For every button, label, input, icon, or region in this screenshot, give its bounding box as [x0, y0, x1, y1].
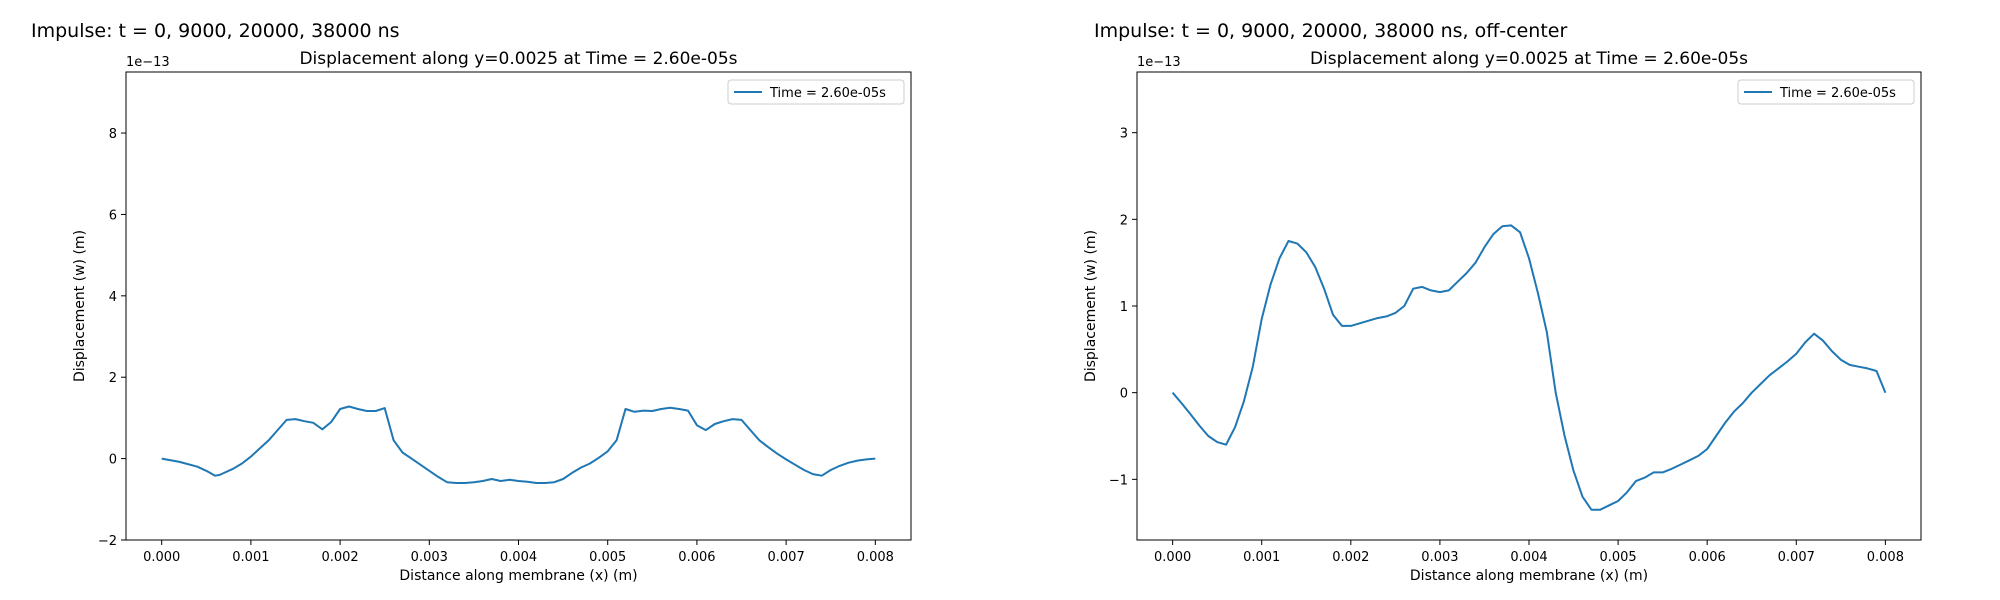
legend: Time = 2.60e-05s	[727, 79, 905, 105]
x-tick-label: 0.004	[1510, 550, 1547, 565]
chart-title: Displacement along y=0.0025 at Time = 2.…	[1310, 49, 1748, 69]
panel-header-right: Impulse: t = 0, 9000, 20000, 38000 ns, o…	[1094, 20, 1568, 42]
x-tick-label: 0.001	[232, 550, 269, 565]
y-axis-label: Displacement (w) (m)	[1083, 230, 1099, 382]
legend-label: Time = 2.60e-05s	[769, 86, 886, 101]
series-line	[1171, 224, 1887, 511]
x-tick-label: 0.007	[1778, 550, 1815, 565]
y-tick-label: 3	[1120, 127, 1128, 142]
chart-left: Displacement along y=0.0025 at Time = 2.…	[72, 49, 912, 584]
x-tick-label: 0.005	[589, 550, 626, 565]
x-tick-label: 0.006	[1689, 550, 1726, 565]
x-tick-label: 0.008	[857, 550, 894, 565]
x-tick-label: 0.003	[411, 550, 448, 565]
x-tick-label: 0.003	[1421, 550, 1458, 565]
y-tick-label: 0	[1120, 387, 1128, 402]
legend-box	[727, 79, 905, 105]
y-scale-offset-label: 1e−13	[1137, 55, 1181, 70]
legend-label: Time = 2.60e-05s	[1779, 86, 1896, 101]
y-axis-label: Displacement (w) (m)	[72, 230, 88, 382]
y-tick-label: 8	[109, 127, 117, 142]
y-tick-label: 4	[109, 290, 117, 305]
legend: Time = 2.60e-05s	[1737, 79, 1915, 105]
chart-right: Displacement along y=0.0025 at Time = 2.…	[1083, 49, 1922, 584]
x-tick-label: 0.002	[1332, 550, 1369, 565]
x-axis-label: Distance along membrane (x) (m)	[1410, 568, 1648, 584]
chart-title: Displacement along y=0.0025 at Time = 2.…	[299, 49, 737, 69]
y-tick-label: −2	[98, 534, 117, 549]
y-tick-label: 1	[1120, 300, 1128, 315]
series-line	[161, 405, 876, 484]
plot-area-frame	[125, 71, 912, 541]
legend-box	[1737, 79, 1915, 105]
x-tick-label: 0.006	[678, 550, 715, 565]
x-tick-label: 0.005	[1599, 550, 1636, 565]
x-tick-label: 0.002	[321, 550, 358, 565]
x-tick-label: 0.000	[143, 550, 180, 565]
x-axis-label: Distance along membrane (x) (m)	[399, 568, 637, 584]
x-tick-label: 0.000	[1154, 550, 1191, 565]
y-tick-label: 2	[109, 371, 117, 386]
x-tick-label: 0.008	[1867, 550, 1904, 565]
y-tick-label: −1	[1109, 473, 1128, 488]
plot-area-frame	[1136, 71, 1922, 541]
panel-header-left: Impulse: t = 0, 9000, 20000, 38000 ns	[31, 20, 400, 42]
y-tick-label: 2	[1120, 213, 1128, 228]
y-tick-label: 0	[109, 453, 117, 468]
x-tick-label: 0.001	[1243, 550, 1280, 565]
x-tick-label: 0.004	[500, 550, 537, 565]
x-tick-label: 0.007	[768, 550, 805, 565]
y-scale-offset-label: 1e−13	[126, 55, 170, 70]
y-tick-label: 6	[109, 208, 117, 223]
